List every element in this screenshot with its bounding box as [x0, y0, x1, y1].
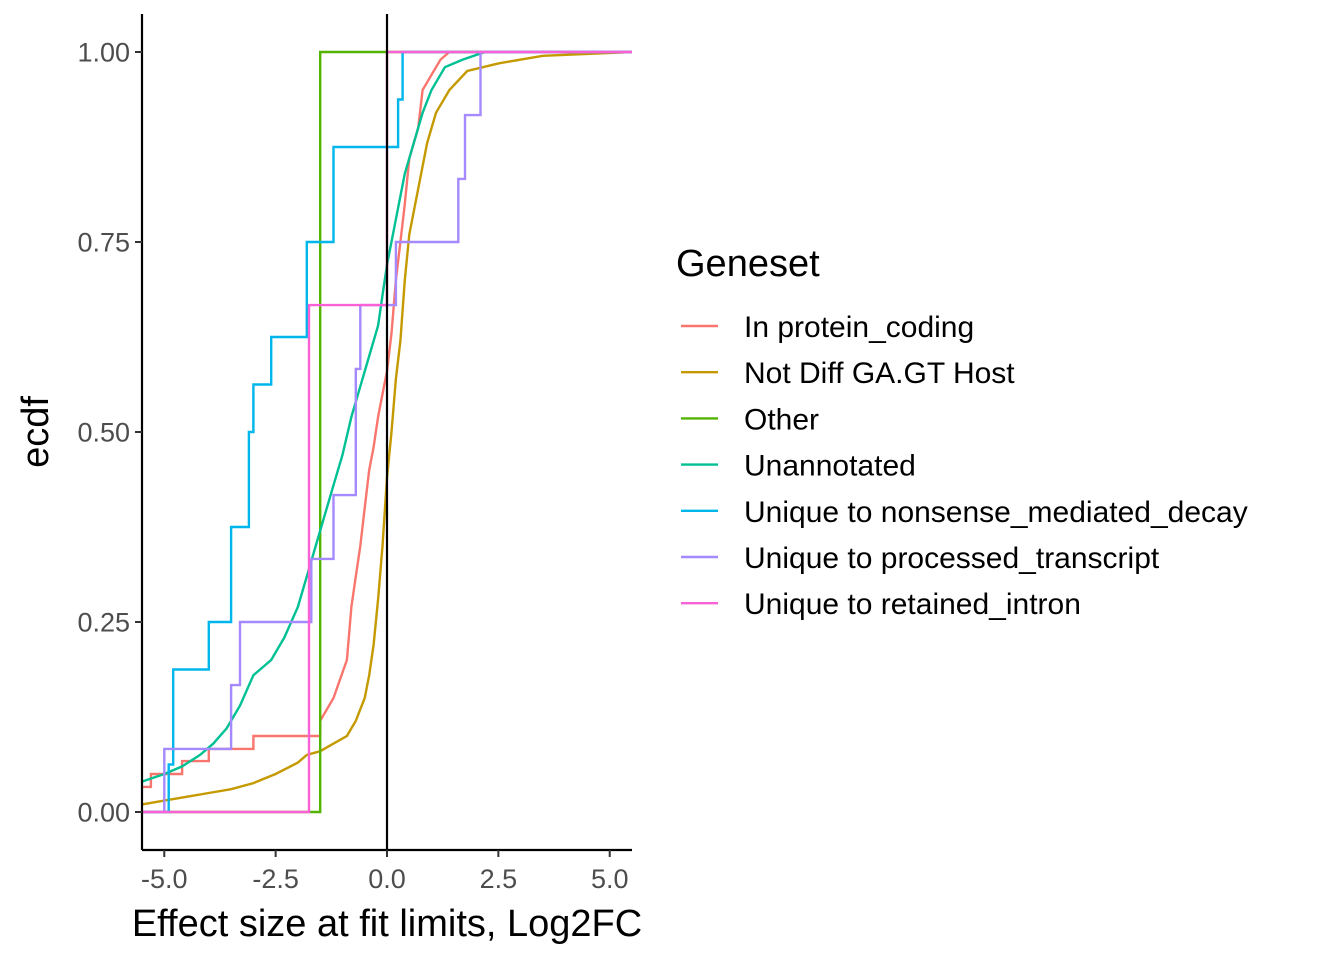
- ecdf-series-5: [142, 50, 632, 814]
- legend-label: Unannotated: [744, 450, 916, 483]
- legend: Geneset In protein_coding Not Diff GA.GT H…: [676, 243, 1248, 621]
- legend-label: In protein_coding: [744, 311, 974, 344]
- y-axis-title: ecdf: [15, 396, 57, 468]
- ecdf-series-2: [141, 50, 633, 806]
- legend-label: Unique to retained_intron: [744, 588, 1081, 621]
- legend-label: Unique to nonsense_mediated_decay: [744, 496, 1248, 529]
- axes-layer: 0.00 0.25 0.50 0.75 1.00 -5.0 -2.5 0.0 2.5 5.0: [77, 14, 632, 894]
- x-tick-label: -5.0: [141, 864, 188, 894]
- x-tick-label: 2.5: [480, 864, 518, 894]
- x-tick-label: -2.5: [252, 864, 299, 894]
- x-tick-label: 5.0: [591, 864, 629, 894]
- ecdf-series-6: [142, 50, 632, 814]
- y-tick-label: 0.00: [77, 798, 130, 828]
- legend-title: Geneset: [676, 243, 820, 285]
- x-tick-label: 0.0: [368, 864, 406, 894]
- ecdf-series-7: [142, 50, 632, 814]
- y-tick-label: 1.00: [77, 38, 130, 68]
- series-layer: [141, 50, 633, 814]
- y-tick-label: 0.75: [77, 228, 130, 258]
- ecdf-series-4: [141, 50, 632, 783]
- x-axis-title: Effect size at fit limits, Log2FC: [132, 903, 642, 945]
- legend-label: Other: [744, 403, 819, 436]
- y-tick-label: 0.25: [77, 608, 130, 638]
- legend-label: Not Diff GA.GT Host: [744, 357, 1015, 390]
- y-tick-label: 0.50: [77, 418, 130, 448]
- legend-label: Unique to processed_transcript: [744, 542, 1160, 575]
